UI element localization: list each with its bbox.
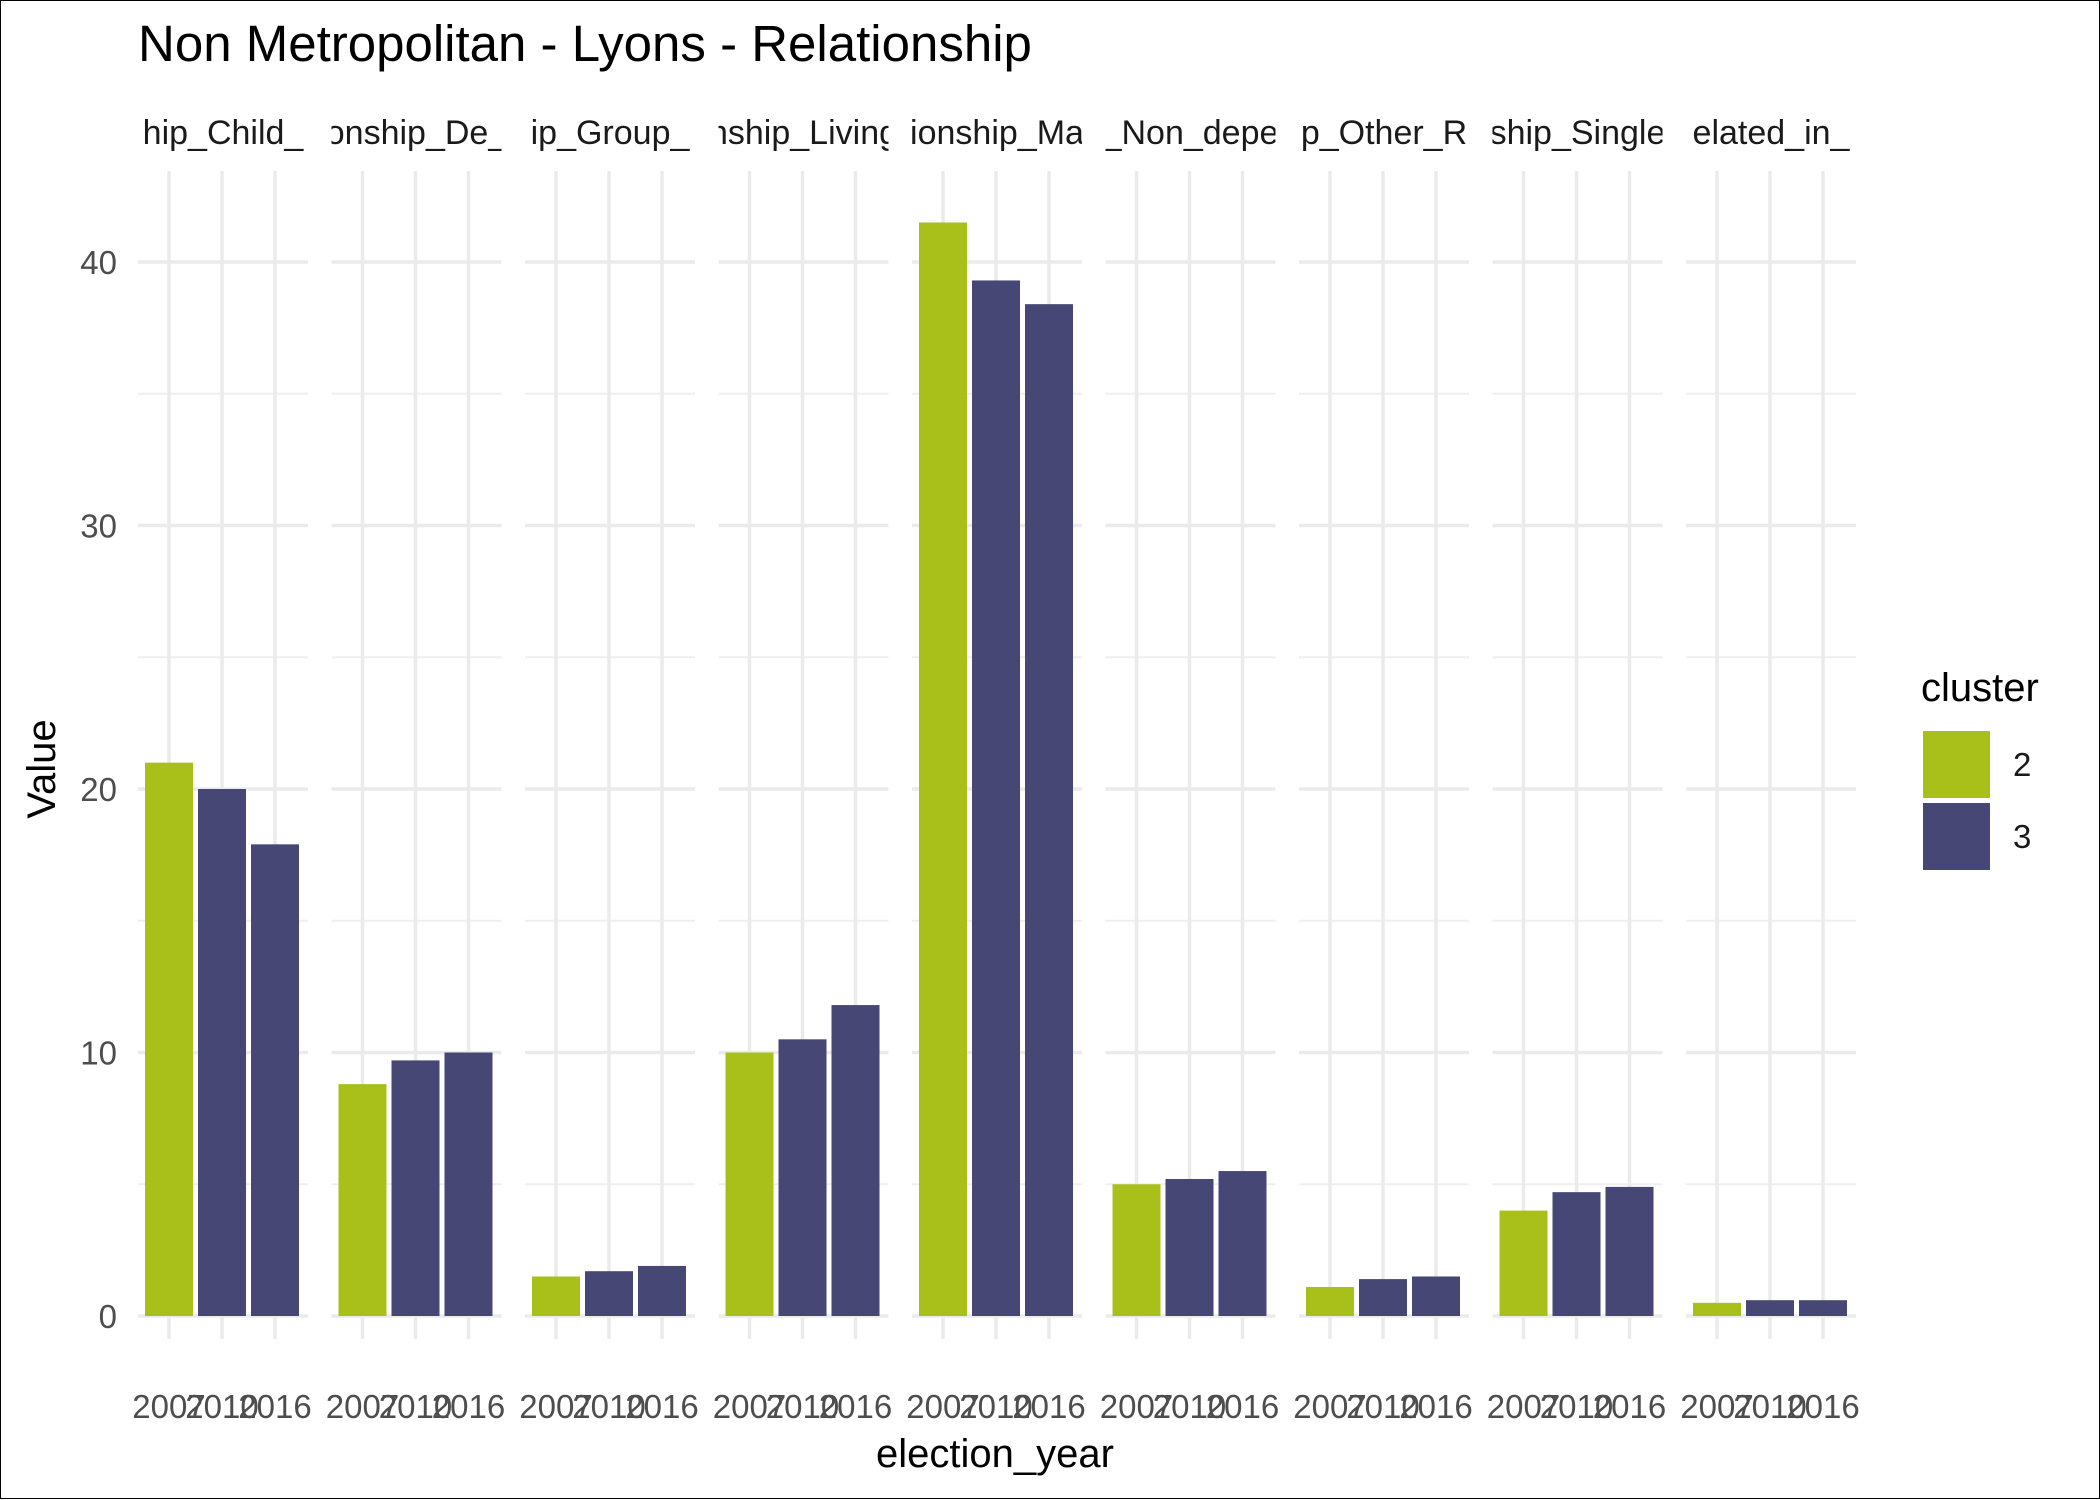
bar [145,762,193,1316]
facet-strip-label: elated_in_ [1693,114,1851,152]
x-tick-label: 2007 [713,1388,786,1425]
bar [1025,304,1073,1316]
facet-strip-label: onship_De_ [326,114,509,152]
bar [585,1271,633,1316]
bar [1499,1210,1548,1316]
x-tick-label: 2007 [326,1388,399,1425]
bar [1746,1300,1794,1316]
x-axis-title: election_year [876,1432,1114,1476]
x-tick-label: 2007 [519,1388,592,1425]
bar [391,1060,440,1316]
facet-strip-label: _Non_depe [1102,114,1279,152]
bar [1552,1192,1601,1316]
x-tick-label: 2016 [819,1388,892,1425]
facet-strip-label: hip_Child_ [143,114,305,152]
x-tick-label: 2016 [1786,1388,1859,1425]
legend-key [1923,731,1990,798]
x-tick-label: 2010 [959,1388,1032,1425]
legend-title: cluster [1921,666,2039,710]
x-tick-label: 2007 [1100,1388,1173,1425]
x-tick-label: 2007 [1487,1388,1560,1425]
facet-panels: hip_Child_200720102016onship_De_20072010… [132,114,1859,1425]
x-tick-label: 2007 [1293,1388,1366,1425]
x-tick-label: 2010 [1153,1388,1226,1425]
y-axis-ticks: 0 10 20 30 40 [80,244,117,1335]
x-tick-label: 2010 [766,1388,839,1425]
y-tick-label: 30 [80,508,117,545]
facet-strip-label: ip_Group_ [531,114,691,152]
bar [1412,1276,1460,1316]
y-axis-title: Value [20,719,64,818]
bar [1218,1171,1267,1316]
legend-key [1923,803,1990,870]
x-tick-label: 2016 [1399,1388,1472,1425]
legend-label: 3 [2013,818,2031,855]
x-tick-label: 2010 [1346,1388,1419,1425]
bar [1605,1186,1654,1316]
bar [725,1052,774,1316]
bar [251,844,299,1316]
bar [972,280,1020,1316]
bar [198,789,246,1316]
bar [532,1276,580,1316]
x-tick-label: 2007 [1680,1388,1753,1425]
bar [638,1265,686,1316]
facet-strip-label: nship_Living [709,114,898,152]
x-tick-label: 2007 [132,1388,205,1425]
legend-items: 23 [1923,731,2031,870]
bar [1165,1178,1214,1316]
x-tick-label: 2016 [1593,1388,1666,1425]
y-tick-label: 40 [80,244,117,281]
bar [444,1052,493,1316]
bar [1112,1184,1161,1316]
x-tick-label: 2016 [1206,1388,1279,1425]
x-tick-label: 2016 [432,1388,505,1425]
chart-title: Non Metropolitan - Lyons - Relationship [138,15,1032,72]
legend-label: 2 [2013,746,2031,783]
facet-strip-label: p_Other_R [1301,114,1467,152]
x-tick-label: 2010 [1540,1388,1613,1425]
x-tick-label: 2016 [625,1388,698,1425]
facet-strip-label: ship_Single [1490,114,1666,152]
y-tick-label: 0 [99,1298,117,1335]
bar [778,1039,827,1316]
bar [831,1005,880,1316]
x-tick-label: 2010 [379,1388,452,1425]
bar [338,1084,387,1316]
bar [1799,1300,1847,1316]
x-tick-label: 2007 [906,1388,979,1425]
x-tick-label: 2010 [185,1388,258,1425]
y-tick-label: 10 [80,1035,117,1072]
y-tick-label: 20 [80,771,117,808]
bar [919,222,967,1317]
x-tick-label: 2016 [1012,1388,1085,1425]
facet-strip-label: ionship_Ma [910,114,1084,152]
x-tick-label: 2010 [1733,1388,1806,1425]
x-tick-label: 2010 [572,1388,645,1425]
legend: cluster 23 [1921,666,2039,870]
x-tick-label: 2016 [238,1388,311,1425]
bar [1693,1302,1741,1316]
bar [1359,1279,1407,1316]
bar [1306,1287,1354,1316]
